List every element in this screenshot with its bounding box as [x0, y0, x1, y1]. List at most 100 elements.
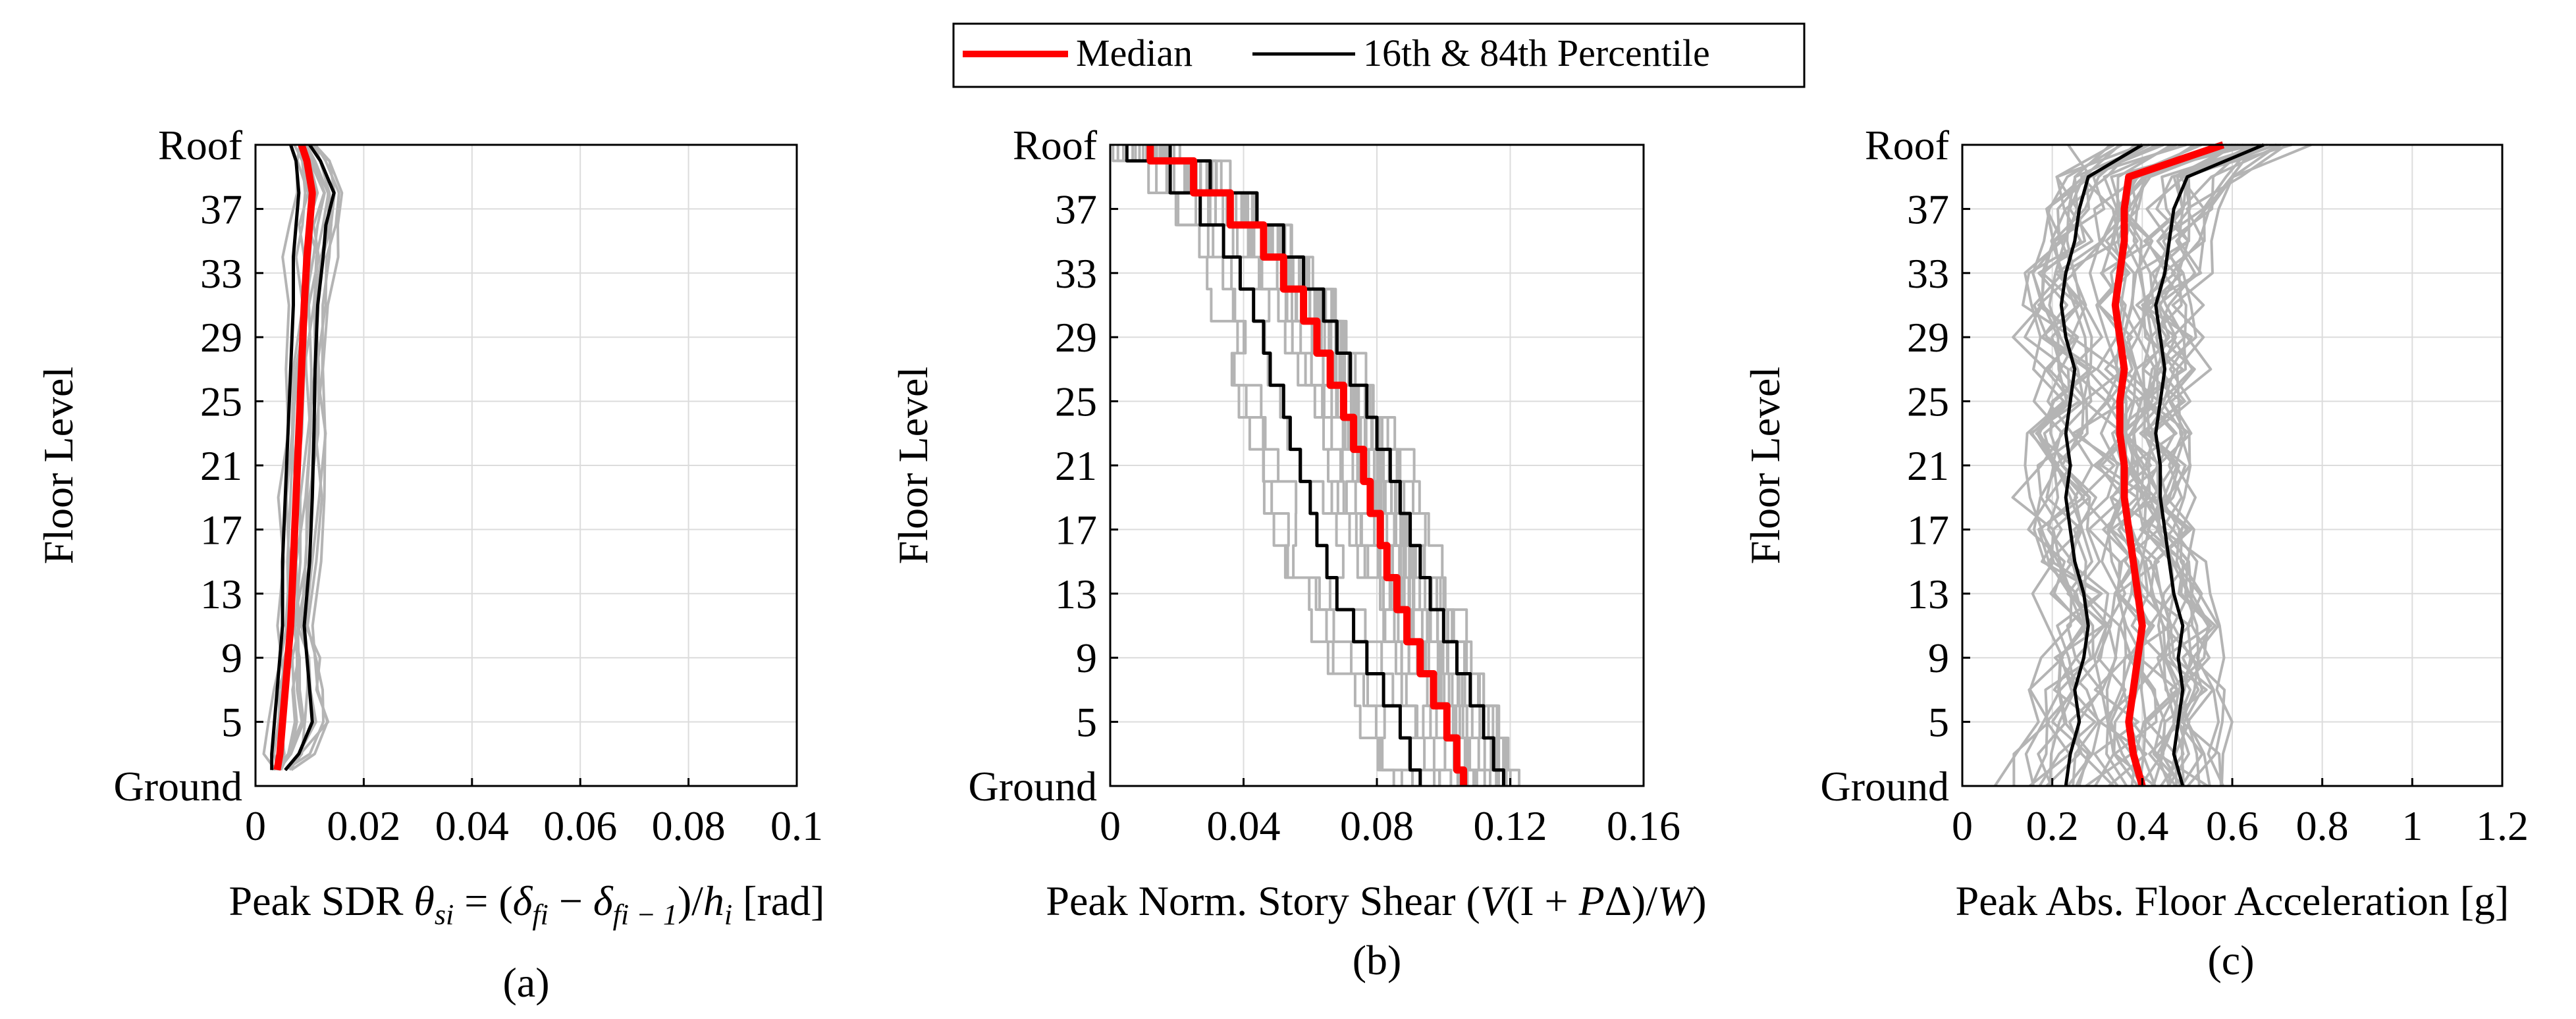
panel-c-record-line [2028, 144, 2115, 787]
panel-a-y-ticks: Ground 5 9 13 17 21 25 29 33 37 Roof [113, 122, 263, 810]
panel-c-xlabel: Peak Abs. Floor Acceleration [g] [1956, 877, 2509, 924]
panel-a-record-line [284, 144, 336, 771]
panel-c-ytick-label: 29 [1907, 314, 1949, 361]
panel-a-ylabel: Floor Level [35, 367, 82, 564]
panel-c-xtick-label: 0.6 [2206, 802, 2259, 849]
panel-b-xtick-label: 0.16 [1607, 802, 1680, 849]
panel-a-record-line [273, 144, 326, 771]
panel-c-ytick-label: 25 [1907, 379, 1949, 425]
panel-c: Ground 5 9 13 17 21 25 29 33 37 Roof 0 0.2 0.4 0.6 0.8… [1742, 122, 2529, 983]
panel-c-p84-line [2154, 143, 2265, 787]
panel-c-median-line [2111, 141, 2225, 787]
panel-b-ytick-label: 13 [1055, 571, 1097, 617]
panel-c-p16-line [2059, 143, 2143, 787]
panel-b-record-line [1147, 145, 1462, 786]
panel-c-record-line [2145, 144, 2251, 787]
panel-b-ytick-label: 9 [1076, 635, 1097, 681]
panel-c-series [2059, 141, 2265, 787]
panel-c-xtick-label: 1 [2402, 802, 2423, 849]
panel-c-xtick-label: 0 [1952, 802, 1973, 849]
panel-b-ytick-label: Ground [968, 763, 1097, 810]
panel-c-ytick-label: 5 [1928, 699, 1949, 746]
panel-b-y-ticks: Ground 5 9 13 17 21 25 29 33 37 Roof [968, 122, 1118, 810]
panel-a-x-ticks: 0 0.02 0.04 0.06 0.08 0.1 [245, 778, 823, 849]
panel-a-ytick-label: 21 [200, 442, 242, 489]
panel-a-ytick-label: 5 [221, 699, 242, 746]
panel-c-xtick-label: 0.2 [2026, 802, 2079, 849]
panel-a-grid [255, 145, 797, 786]
panel-c-ytick-label: Roof [1865, 122, 1950, 169]
panel-c-record-line [2054, 144, 2178, 787]
panel-c-record-line [2141, 144, 2278, 787]
legend-median-label: Median [1076, 32, 1193, 74]
panel-a-caption: (a) [502, 959, 549, 1006]
panel-a-xlabel: Peak SDR θsi = (δfi − δfi − 1)/hi [rad] [229, 877, 825, 931]
panel-c-xtick-label: 1.2 [2476, 802, 2529, 849]
panel-a-record-line [262, 144, 299, 771]
panel-b-ytick-label: 25 [1055, 379, 1097, 425]
panel-c-record-line [2145, 144, 2292, 787]
panel-c-record-line [2117, 144, 2244, 787]
panel-b-xtick-label: 0.04 [1207, 802, 1281, 849]
panel-a-ytick-label: 33 [200, 250, 242, 297]
panel-b-ylabel: Floor Level [890, 367, 936, 564]
panel-c-record-line [2155, 144, 2257, 787]
panel-c-xtick-label: 0.4 [2116, 802, 2168, 849]
panel-b-xtick-label: 0.08 [1340, 802, 1414, 849]
panel-a-xtick-label: 0.04 [435, 802, 509, 849]
panel-a-xtick-label: 0.02 [327, 802, 400, 849]
panel-c-ytick-label: 21 [1907, 442, 1949, 489]
panel-b: Ground 5 9 13 17 21 25 29 33 37 Roof 0 0.04 0.08 0.12… [890, 122, 1707, 983]
panel-b-x-ticks: 0 0.04 0.08 0.12 0.16 [1100, 778, 1680, 849]
panel-a-series [270, 144, 336, 771]
panel-b-record-line [1122, 145, 1403, 786]
panel-a-median-line [273, 144, 316, 771]
panel-b-caption: (b) [1353, 937, 1402, 983]
panel-c-y-ticks: Ground 5 9 13 17 21 25 29 33 37 Roof [1820, 122, 1970, 810]
panel-b-ytick-label: 17 [1055, 506, 1097, 553]
legend-percentile-label: 16th & 84th Percentile [1363, 32, 1710, 74]
panel-c-caption: (c) [2207, 937, 2254, 983]
panel-b-ytick-label: 21 [1055, 442, 1097, 489]
panel-a-xtick-label: 0.08 [652, 802, 726, 849]
panel-c-ylabel: Floor Level [1742, 367, 1788, 564]
panel-c-record-line [2105, 144, 2226, 787]
panel-c-record-line [2060, 144, 2187, 787]
panel-b-median-line [1146, 145, 1468, 786]
panel-b-record-line [1112, 145, 1414, 786]
panel-b-record-line [1173, 145, 1501, 786]
panel-b-ytick-label: 5 [1076, 699, 1097, 746]
panel-c-record-line [2156, 144, 2288, 787]
panel-a: Ground 5 9 13 17 21 25 29 33 37 Roof 0 0.02 0.04 0.06… [35, 122, 824, 1006]
panel-b-ytick-label: 37 [1055, 186, 1097, 232]
panel-a-p84-line [284, 144, 336, 771]
panel-a-ytick-label: 17 [200, 506, 242, 553]
panel-a-ytick-label: Ground [113, 763, 242, 810]
panel-b-xtick-label: 0.12 [1474, 802, 1547, 849]
panel-b-record-line [1138, 145, 1441, 786]
panel-c-ytick-label: Ground [1820, 763, 1949, 810]
panel-c-ytick-label: 13 [1907, 571, 1949, 617]
legend-box [952, 22, 1806, 88]
panel-b-record-line [1134, 145, 1447, 786]
panel-c-ytick-label: 17 [1907, 506, 1949, 553]
panel-a-record-line [279, 144, 330, 771]
panel-b-record-line [1159, 145, 1478, 786]
panel-b-xlabel: Peak Norm. Story Shear (V(I + PΔ)/W) [1046, 877, 1706, 924]
panel-a-xtick-label: 0.06 [543, 802, 617, 849]
panel-a-xtick-label: 0.1 [770, 802, 823, 849]
panel-c-record-line [1993, 144, 2092, 787]
panel-a-ytick-label: 13 [200, 571, 242, 617]
panel-a-ytick-label: 29 [200, 314, 242, 361]
panel-a-ytick-label: Roof [158, 122, 243, 169]
panel-b-xtick-label: 0 [1100, 802, 1121, 849]
panel-c-record-line [2093, 144, 2195, 787]
panel-a-ytick-label: 37 [200, 186, 242, 232]
panel-c-record-line [2037, 144, 2164, 787]
panel-c-record-line [2134, 144, 2268, 787]
panel-b-record-line [1155, 145, 1460, 786]
panel-b-p84-line [1168, 145, 1505, 786]
panel-b-ytick-label: 29 [1055, 314, 1097, 361]
legend: Median 16th & 84th Percentile [952, 22, 1806, 88]
